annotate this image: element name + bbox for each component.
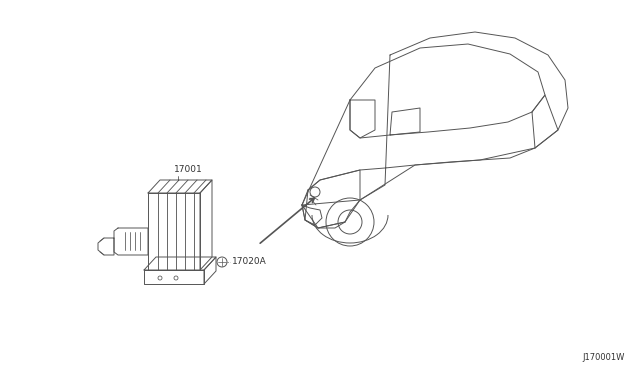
Text: 17001: 17001 — [174, 165, 203, 174]
Text: 17020A: 17020A — [232, 257, 267, 266]
Text: J170001W: J170001W — [582, 353, 625, 362]
